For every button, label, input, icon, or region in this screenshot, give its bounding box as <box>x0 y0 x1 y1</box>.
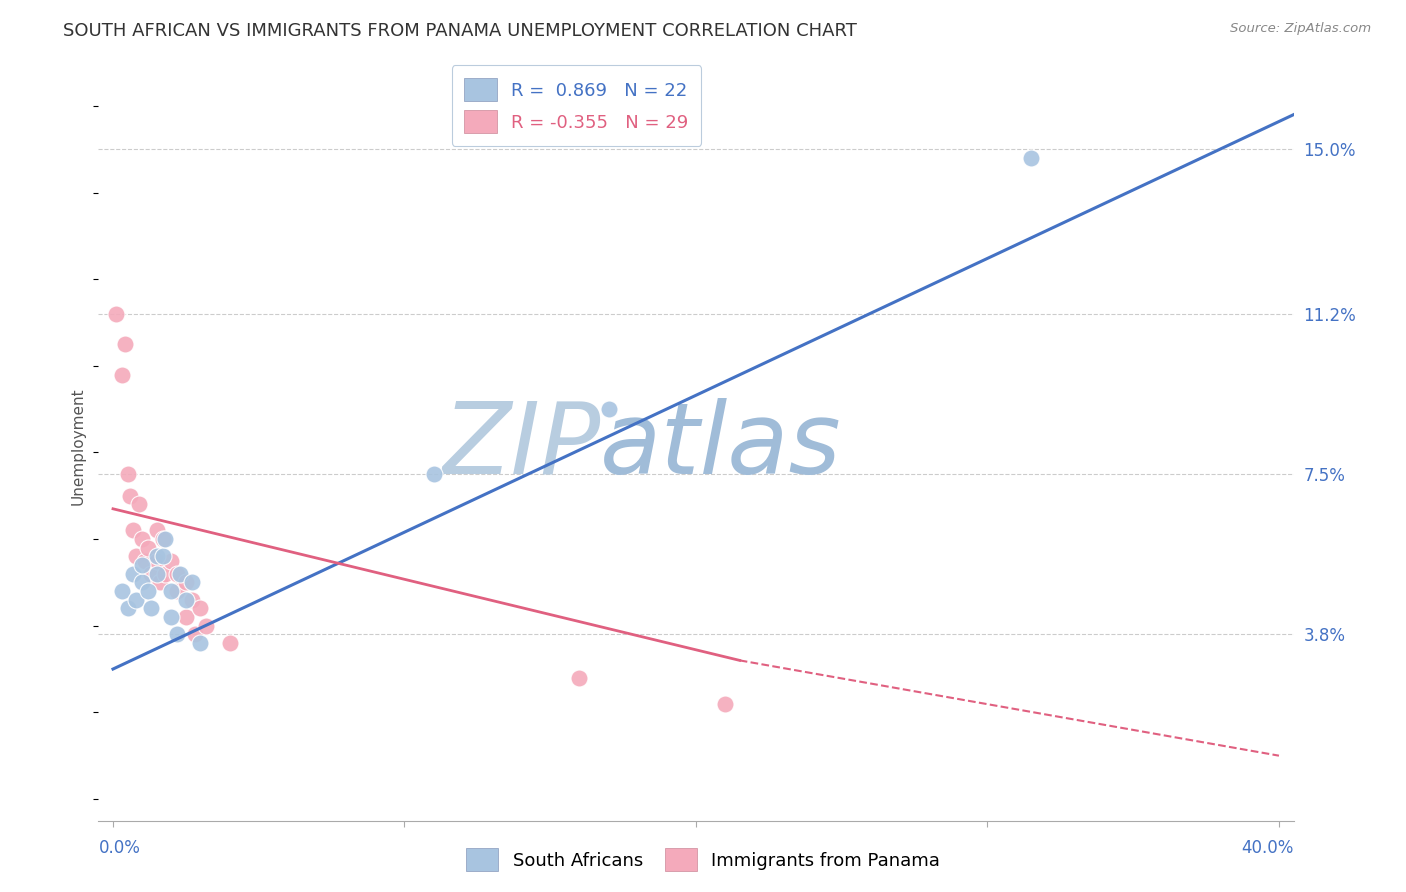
Point <box>195 619 218 633</box>
Point <box>180 575 202 590</box>
Point <box>120 489 142 503</box>
Point <box>568 671 591 685</box>
Point <box>145 566 167 581</box>
Text: ZIP: ZIP <box>441 398 600 494</box>
Point <box>166 627 188 641</box>
Point <box>190 601 212 615</box>
Point <box>598 402 620 417</box>
Point <box>218 636 240 650</box>
Point <box>422 467 444 482</box>
Point <box>131 575 153 590</box>
Point <box>122 524 145 538</box>
Point <box>174 575 197 590</box>
Point <box>180 592 202 607</box>
Point <box>122 566 145 581</box>
Point <box>139 566 162 581</box>
Point <box>104 307 127 321</box>
Point <box>136 541 159 555</box>
Point <box>169 566 191 581</box>
Point <box>160 610 183 624</box>
Point <box>166 566 188 581</box>
Point <box>145 554 167 568</box>
Point <box>1019 151 1042 165</box>
Point <box>114 337 136 351</box>
Point <box>131 558 153 573</box>
Point <box>134 554 156 568</box>
Legend: R =  0.869   N = 22, R = -0.355   N = 29: R = 0.869 N = 22, R = -0.355 N = 29 <box>451 65 702 146</box>
Point <box>128 498 150 512</box>
Point <box>152 532 174 546</box>
Point <box>117 601 139 615</box>
Point <box>183 627 205 641</box>
Point <box>111 368 134 382</box>
Y-axis label: Unemployment: Unemployment <box>70 387 86 505</box>
Point <box>166 584 188 599</box>
Point <box>174 610 197 624</box>
Text: 40.0%: 40.0% <box>1241 839 1294 857</box>
Point <box>149 575 172 590</box>
Legend: South Africans, Immigrants from Panama: South Africans, Immigrants from Panama <box>458 841 948 879</box>
Text: Source: ZipAtlas.com: Source: ZipAtlas.com <box>1230 22 1371 36</box>
Point <box>111 584 134 599</box>
Point <box>131 532 153 546</box>
Text: atlas: atlas <box>600 398 842 494</box>
Point <box>190 636 212 650</box>
Point <box>139 601 162 615</box>
Point <box>155 566 177 581</box>
Point <box>145 524 167 538</box>
Point <box>174 592 197 607</box>
Point <box>160 554 183 568</box>
Point <box>145 549 167 564</box>
Point <box>117 467 139 482</box>
Text: SOUTH AFRICAN VS IMMIGRANTS FROM PANAMA UNEMPLOYMENT CORRELATION CHART: SOUTH AFRICAN VS IMMIGRANTS FROM PANAMA … <box>63 22 858 40</box>
Point <box>125 549 148 564</box>
Point <box>155 532 177 546</box>
Text: 0.0%: 0.0% <box>98 839 141 857</box>
Point <box>152 549 174 564</box>
Point <box>160 584 183 599</box>
Point <box>125 592 148 607</box>
Point <box>714 697 737 711</box>
Point <box>136 584 159 599</box>
